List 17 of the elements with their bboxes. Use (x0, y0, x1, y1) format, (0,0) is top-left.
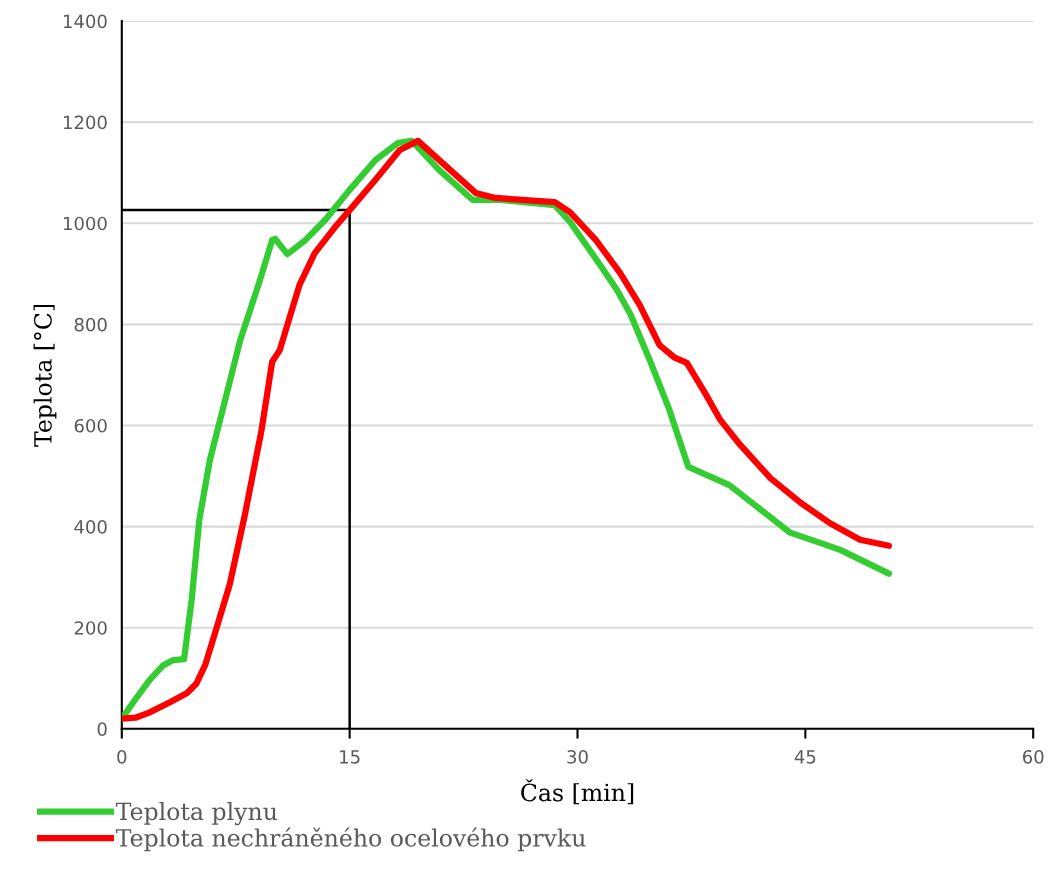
y-tick-label: 0 (97, 722, 107, 736)
y-tick-label: 400 (74, 520, 107, 534)
legend-label: Teplota plynu (115, 801, 278, 826)
x-tick-label: 60 (1022, 749, 1044, 764)
x-axis-title: Čas [min] (521, 779, 634, 805)
x-tick-label: 45 (794, 750, 816, 764)
x-tick-label: 15 (340, 750, 360, 764)
y-tick-label: 1400 (63, 14, 107, 29)
x-tick-label: 30 (567, 749, 588, 764)
legend-label: Teplota nechráněného ocelového prvku (115, 827, 586, 852)
y-axis-title: Teplota [°C] (33, 304, 57, 447)
y-tick-label: 600 (74, 418, 107, 433)
y-tick-label: 1200 (63, 115, 107, 130)
y-tick-label: 1000 (63, 216, 107, 231)
y-tick-label: 200 (74, 621, 107, 635)
x-tick-label: 0 (117, 749, 127, 764)
y-tick-label: 800 (74, 317, 107, 332)
